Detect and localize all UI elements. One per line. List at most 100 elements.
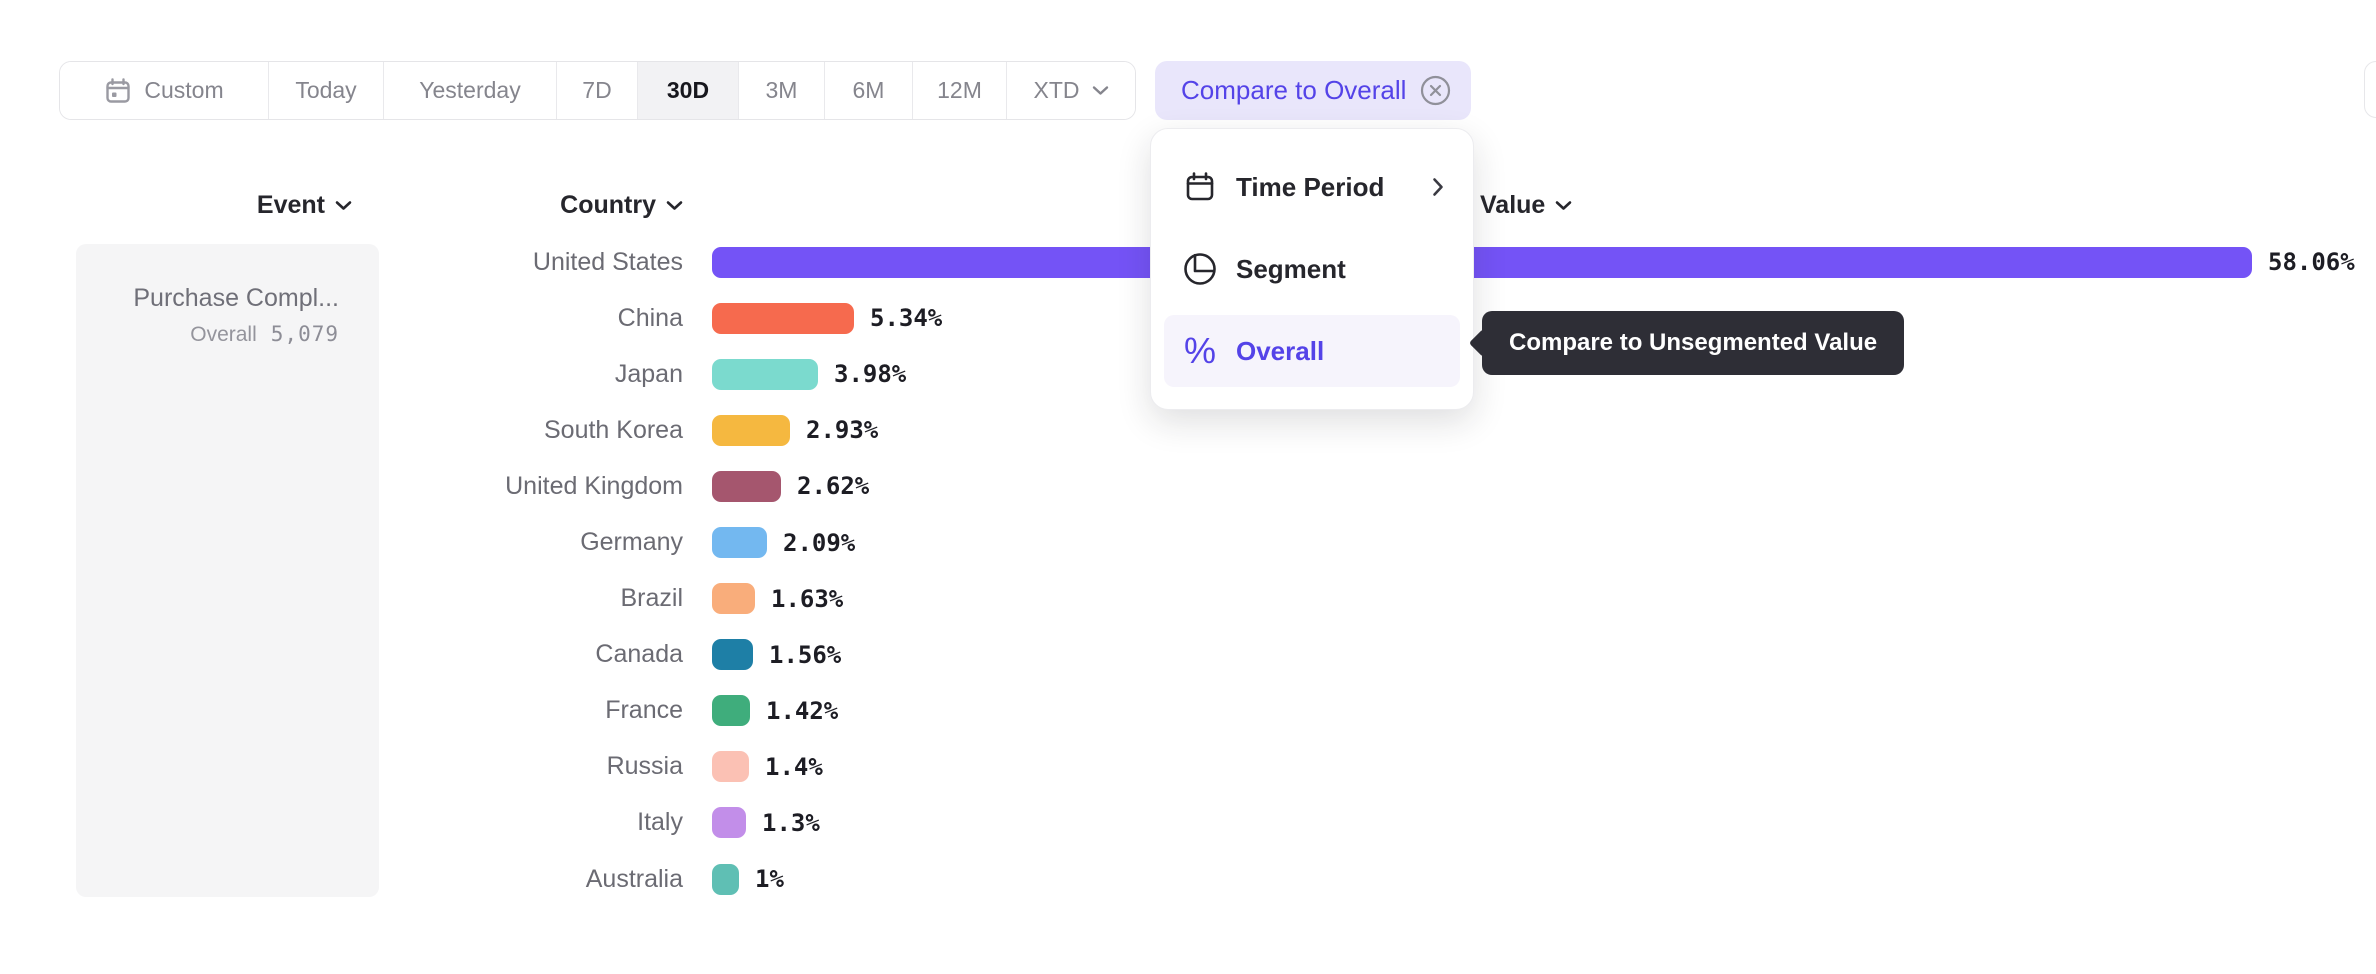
- bar-row-label: United Kingdom: [505, 471, 683, 500]
- date-range-3m-button[interactable]: 3M: [739, 62, 825, 119]
- compare-to-overall-chip[interactable]: Compare to Overall: [1155, 61, 1472, 120]
- bar-row-label: Germany: [580, 528, 683, 557]
- bar-value: 2.62%: [797, 472, 870, 501]
- percent-icon: %: [1183, 330, 1216, 371]
- bar[interactable]: [712, 302, 854, 334]
- date-range-30d-button[interactable]: 30D: [638, 62, 739, 119]
- date-range-button-label: 6M: [852, 77, 885, 103]
- bar-row[interactable]: Germany 2.09%: [0, 514, 2376, 570]
- segment-icon: [1182, 251, 1218, 287]
- bar[interactable]: [712, 583, 755, 615]
- date-range-button-label: 30D: [666, 77, 710, 103]
- bar-value: 1.63%: [771, 584, 844, 613]
- compare-tooltip: Compare to Unsegmented Value: [1482, 311, 1905, 375]
- bar-row[interactable]: China 5.34%: [0, 290, 2376, 346]
- date-range-12m-button[interactable]: 12M: [913, 62, 1007, 119]
- bar-row[interactable]: France 1.42%: [0, 683, 2376, 739]
- column-header-label: Event: [256, 190, 325, 219]
- bar-row[interactable]: Japan 3.98%: [0, 346, 2376, 402]
- bar-value: 1.56%: [769, 640, 842, 669]
- bar[interactable]: [712, 358, 818, 390]
- date-range-xtd-button[interactable]: XTD: [1007, 62, 1135, 119]
- bar-value: 5.34%: [870, 304, 943, 333]
- date-range-button-label: XTD: [1033, 77, 1080, 103]
- bar[interactable]: [712, 470, 781, 502]
- bar-row[interactable]: Italy 1.3%: [0, 795, 2376, 851]
- chevron-down-icon: [666, 200, 683, 211]
- bar-row[interactable]: Canada 1.56%: [0, 627, 2376, 683]
- column-header-label: Value: [1480, 190, 1546, 219]
- date-range-button-label: 12M: [937, 77, 982, 103]
- date-range-button-label: Custom: [144, 77, 224, 103]
- compare-dropdown-menu: Time Period Segment % Overall: [1150, 128, 1474, 410]
- date-range-button-label: Yesterday: [419, 77, 521, 103]
- bar-row-label: South Korea: [544, 415, 683, 444]
- event-cell[interactable]: Purchase Compl... Overall 5,079: [76, 244, 379, 897]
- bar-value: 2.09%: [783, 528, 856, 557]
- calendar-icon: [1182, 170, 1218, 204]
- bar-chart: United States 58.06% China 5.34% Japan 3…: [0, 234, 2376, 907]
- menu-item-label: Segment: [1236, 253, 1346, 284]
- bar-value: 1.4%: [765, 752, 823, 781]
- bar-value: 1%: [755, 865, 784, 894]
- bar-row-label: France: [605, 696, 683, 725]
- date-range-button-label: 3M: [765, 77, 798, 103]
- bar-value: 2.93%: [806, 416, 879, 445]
- bar-row[interactable]: Russia 1.4%: [0, 739, 2376, 795]
- bar-row[interactable]: South Korea 2.93%: [0, 402, 2376, 458]
- date-range-7d-button[interactable]: 7D: [557, 62, 638, 119]
- bar-row-label: Canada: [595, 640, 683, 669]
- bar[interactable]: [712, 695, 750, 727]
- menu-item-time-period[interactable]: Time Period: [1164, 151, 1460, 223]
- column-header-label: Country: [560, 190, 656, 219]
- bar-value: 3.98%: [834, 360, 907, 389]
- bar-row-label: China: [617, 303, 683, 332]
- menu-item-label: Time Period: [1236, 171, 1385, 202]
- bar[interactable]: [712, 246, 2252, 278]
- bar-row-label: United States: [532, 247, 683, 276]
- menu-item-label: Overall: [1236, 335, 1325, 366]
- chevron-down-icon: [1092, 85, 1109, 96]
- overall-label: Overall: [190, 323, 257, 346]
- date-range-custom-button[interactable]: Custom: [60, 62, 269, 119]
- bar[interactable]: [712, 639, 753, 671]
- chevron-down-icon: [1555, 200, 1572, 211]
- date-range-toolbar: Custom Today Yesterday 7D 30D 3M 6M 12M …: [59, 61, 1136, 120]
- date-range-button-label: 7D: [582, 77, 612, 103]
- bar-row-label: Brazil: [620, 584, 683, 613]
- chevron-down-icon: [335, 200, 352, 211]
- bar-row-label: Italy: [637, 808, 683, 837]
- column-header-value[interactable]: Value: [1480, 188, 1572, 222]
- compare-chip-label: Compare to Overall: [1181, 75, 1407, 105]
- bar-value: 1.3%: [762, 808, 820, 837]
- bar-row[interactable]: Brazil 1.63%: [0, 571, 2376, 627]
- tooltip-text: Compare to Unsegmented Value: [1509, 329, 1878, 356]
- date-range-yesterday-button[interactable]: Yesterday: [384, 62, 557, 119]
- bar[interactable]: [712, 527, 767, 559]
- bar-value: 58.06%: [2268, 248, 2355, 277]
- column-header-event[interactable]: Event: [0, 188, 352, 222]
- bar[interactable]: [712, 414, 790, 446]
- edge-partial-button[interactable]: [2364, 61, 2376, 118]
- calendar-icon: [104, 77, 132, 105]
- event-name: Purchase Compl...: [133, 284, 339, 312]
- bar-row[interactable]: United Kingdom 2.62%: [0, 458, 2376, 514]
- date-range-6m-button[interactable]: 6M: [825, 62, 913, 119]
- bar-row-label: Russia: [606, 752, 683, 781]
- chevron-right-icon: [1432, 177, 1444, 197]
- menu-item-overall[interactable]: % Overall: [1164, 315, 1460, 387]
- date-range-today-button[interactable]: Today: [269, 62, 384, 119]
- bar[interactable]: [712, 751, 749, 783]
- bar-value: 1.42%: [766, 696, 839, 725]
- bar[interactable]: [712, 807, 746, 839]
- bar[interactable]: [712, 863, 739, 895]
- bar-row[interactable]: Australia 1%: [0, 851, 2376, 907]
- x-circle-icon[interactable]: [1420, 75, 1451, 106]
- bar-row[interactable]: United States 58.06%: [0, 234, 2376, 290]
- bar-row-label: Japan: [614, 359, 683, 388]
- column-header-country[interactable]: Country: [0, 188, 683, 222]
- overall-value: 5,079: [270, 322, 339, 346]
- date-range-button-label: Today: [295, 77, 357, 103]
- menu-item-segment[interactable]: Segment: [1164, 233, 1460, 305]
